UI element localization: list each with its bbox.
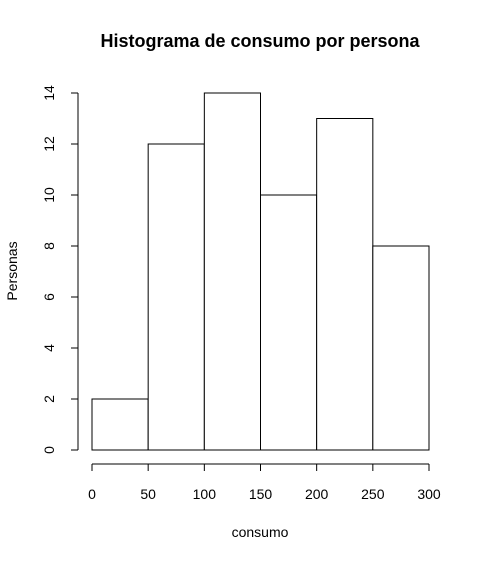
histogram-bars [91, 92, 430, 451]
x-tick-label: 0 [88, 486, 96, 502]
x-axis: 0 50 100 150 200 250 300 [88, 463, 441, 502]
chart-title: Histograma de consumo por persona [100, 31, 420, 51]
y-axis: 0 2 4 6 8 10 12 14 [41, 85, 79, 454]
x-tick-label: 100 [193, 486, 217, 502]
x-tick-label: 300 [417, 486, 441, 502]
histogram-bar-4 [260, 194, 318, 451]
x-tick-label: 150 [249, 486, 273, 502]
histogram-bar-1 [91, 398, 149, 451]
y-axis-label: Personas [4, 241, 20, 300]
y-tick-label: 6 [41, 293, 57, 301]
y-tick-label: 0 [41, 446, 57, 454]
y-tick-label: 12 [41, 136, 57, 152]
histogram-bar-3 [203, 92, 261, 451]
histogram-bar-6 [372, 245, 430, 451]
y-tick-label: 4 [41, 344, 57, 352]
histogram-bar-2 [147, 143, 205, 451]
y-tick-label: 10 [41, 187, 57, 203]
histogram-bar-5 [316, 118, 374, 451]
x-tick-label: 50 [140, 486, 156, 502]
y-tick-label: 14 [41, 85, 57, 101]
y-tick-label: 2 [41, 395, 57, 403]
x-tick-label: 250 [361, 486, 385, 502]
x-axis-label: consumo [232, 524, 289, 540]
x-tick-label: 200 [305, 486, 329, 502]
y-tick-label: 8 [41, 242, 57, 250]
